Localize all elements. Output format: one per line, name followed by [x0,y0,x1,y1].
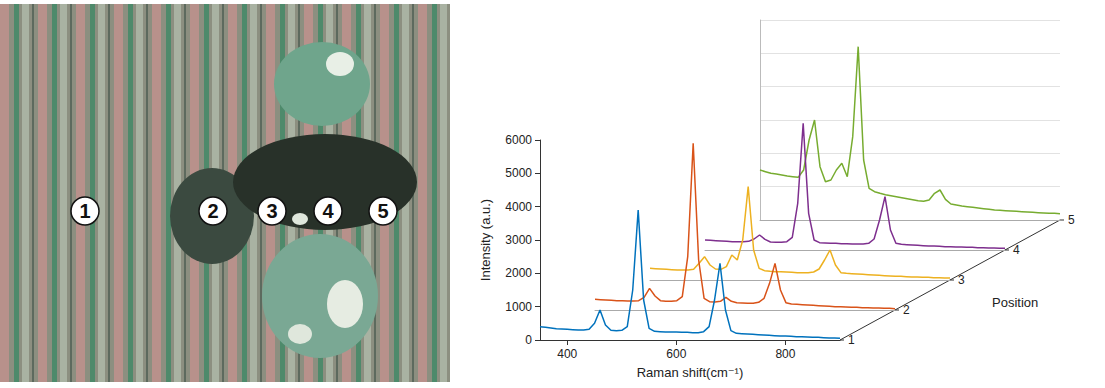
svg-text:400: 400 [557,347,577,361]
svg-text:0: 0 [525,333,532,347]
svg-text:2: 2 [903,303,910,317]
svg-text:5000: 5000 [505,166,532,180]
svg-text:Position: Position [992,295,1038,310]
svg-text:800: 800 [775,347,795,361]
svg-text:4000: 4000 [505,200,532,214]
svg-text:5: 5 [1068,213,1075,227]
svg-text:3000: 3000 [505,233,532,247]
svg-text:600: 600 [666,347,686,361]
svg-text:2: 2 [207,200,218,222]
svg-text:Raman shift(cm⁻¹): Raman shift(cm⁻¹) [637,365,744,380]
svg-text:4: 4 [1013,243,1020,257]
svg-text:1: 1 [848,333,855,347]
svg-text:2000: 2000 [505,266,532,280]
svg-text:3: 3 [958,273,965,287]
svg-text:4: 4 [322,200,334,222]
svg-text:Intensity (a.u.): Intensity (a.u.) [478,199,493,281]
svg-text:3: 3 [266,200,277,222]
svg-text:1: 1 [79,200,90,222]
svg-text:6000: 6000 [505,133,532,147]
svg-text:5: 5 [377,200,388,222]
svg-text:1000: 1000 [505,300,532,314]
